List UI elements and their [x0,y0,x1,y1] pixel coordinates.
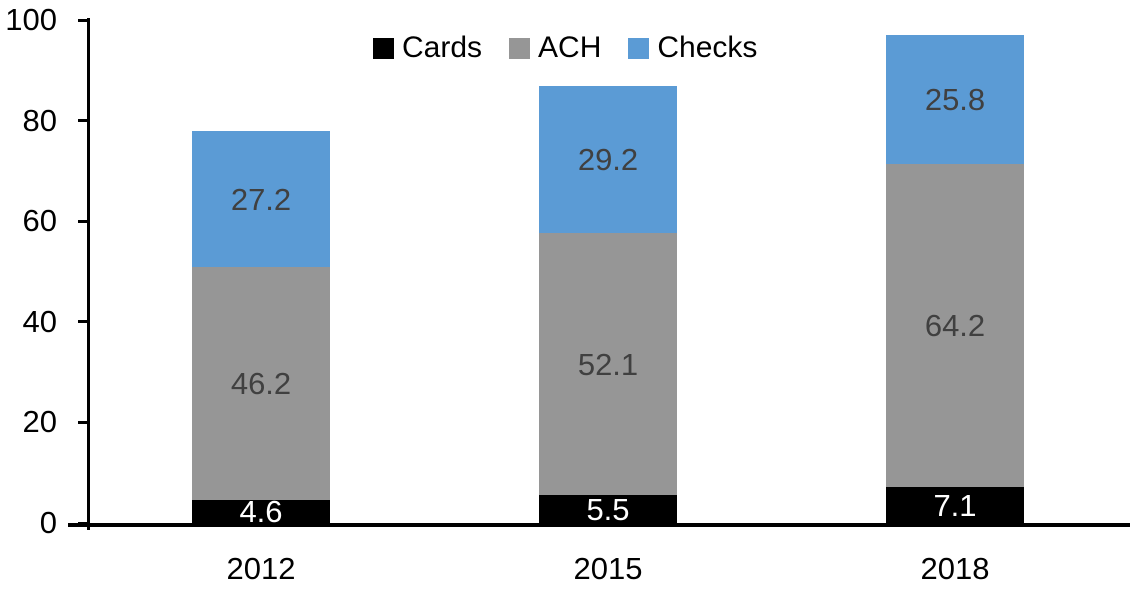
legend-item-ach: ACH [509,31,601,65]
bar-value-label: 29.2 [577,142,639,178]
bar-value-label: 46.2 [230,366,292,402]
x-axis-category-label: 2012 [226,551,296,586]
bar-value-label: 7.1 [933,487,977,523]
bar-value-label: 4.6 [239,493,283,529]
y-axis-tick-label: 60 [22,203,57,239]
bar-value-label: 27.2 [230,181,292,217]
x-axis-line [68,523,1130,527]
y-axis-tick-label: 80 [22,102,57,138]
bar-segment-checks: 25.8 [886,34,1024,165]
bar-segment-ach: 46.2 [192,267,330,500]
y-axis-tick [78,320,88,324]
y-axis-tick [78,18,88,22]
bar-value-label: 5.5 [586,491,630,527]
legend-item-cards: Cards [373,31,482,65]
bar-segment-ach: 52.1 [539,233,677,496]
legend: Cards ACH Checks [373,31,757,65]
legend-label: Checks [657,31,758,64]
y-axis-line [87,18,90,530]
y-axis-tick-label: 100 [5,2,57,37]
x-axis-category-label: 2018 [920,551,990,586]
bar-segment-ach: 64.2 [886,164,1024,488]
bar-segment-cards: 4.6 [192,496,330,527]
y-axis-tick-label: 0 [39,505,57,540]
bar-value-label: 25.8 [924,81,986,117]
y-axis-tick [78,119,88,123]
x-axis-category-label: 2015 [573,551,643,586]
bar-segment-checks: 29.2 [539,86,677,234]
bar-segment-cards: 7.1 [886,487,1024,523]
legend-label: ACH [538,31,602,64]
y-axis-tick [78,420,88,424]
legend-marker-ach-icon [509,37,531,59]
y-axis-tick-label: 40 [22,303,57,339]
bar-value-label: 52.1 [577,346,639,382]
y-axis-tick-label: 20 [22,404,57,440]
legend-marker-cards-icon [373,37,394,59]
bar-value-label: 64.2 [924,308,986,344]
legend-item-checks: Checks [628,31,757,65]
bar-segment-checks: 27.2 [192,130,330,268]
bar-segment-cards: 5.5 [539,491,677,527]
legend-label: Cards [402,31,483,64]
y-axis-tick [78,219,88,223]
legend-marker-checks-icon [628,37,650,59]
